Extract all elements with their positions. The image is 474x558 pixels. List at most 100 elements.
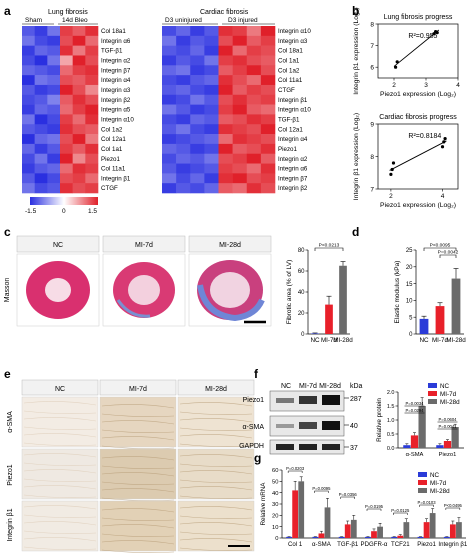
heatmap-cardiac-cell	[260, 104, 276, 115]
panel-label-g: g	[254, 451, 261, 465]
heatmap-lung-cell	[85, 94, 99, 105]
heatmap-cardiac-cell	[232, 65, 248, 76]
ihc-tissue-fiber	[179, 531, 253, 535]
heatmap-lung-cell	[34, 26, 48, 37]
ihc-header-mi7	[99, 379, 177, 396]
heatmap-cardiac-cell	[246, 163, 262, 174]
legend-label: MI-7d	[440, 391, 457, 398]
ihc-tissue-fiber	[23, 442, 97, 446]
scatter-x-axis-label: Piezo1 expression (Log₂)	[380, 91, 456, 98]
heatmap-lung-cell	[60, 26, 73, 37]
ihc-tissue-fiber	[179, 515, 253, 519]
legend-swatch	[418, 480, 427, 485]
heart-lumen-nc	[45, 278, 71, 302]
wb-kda-37: 37	[350, 445, 358, 452]
ihc-tissue-fiber	[23, 478, 97, 482]
bar-y-tick-label: 1.0	[387, 418, 395, 424]
heart-lumen-mi7	[128, 275, 160, 305]
heatmap-lung-cell	[47, 26, 61, 37]
bar	[423, 522, 430, 538]
heatmap-lung-cell	[85, 143, 99, 155]
heatmap-lung-cell	[72, 183, 86, 194]
heatmap-lung-cell	[34, 143, 48, 155]
heatmap-legend-tick-mid: 0	[62, 208, 66, 215]
ihc-tissue-fiber	[101, 456, 175, 461]
ihc-tissue-fiber	[23, 546, 97, 550]
ihc-tissue-fiber	[23, 530, 97, 534]
significance-bracket	[445, 507, 461, 510]
heatmap-cardiac-cell	[176, 153, 191, 164]
scatter-point	[395, 60, 399, 64]
heatmap-lung-cell	[34, 84, 48, 96]
heatmap-cardiac-cell	[204, 35, 219, 46]
bar-y-tick-label: 40	[298, 290, 305, 296]
heatmap-lung: Lung fibrosis Sham 14d Bleo Col 18a1 Inte…	[22, 9, 134, 194]
heatmap-cardiac-cell	[176, 163, 191, 174]
wb-row-asma: α-SMA	[242, 424, 264, 431]
heatmap-lung-cell	[60, 183, 73, 194]
bar-y-tick-label: 0.0	[387, 446, 395, 452]
bar-y-tick-label: 60	[298, 269, 305, 275]
heatmap-lung-cell	[34, 55, 48, 66]
heatmap-lung-cell	[22, 153, 35, 164]
scatter-y-axis-label: Integrin β1 expression (Log₂)	[353, 113, 360, 200]
heatmap-cardiac-cell	[204, 114, 219, 125]
heatmap-cardiac-cell	[190, 75, 205, 86]
ihc-tissue-fiber	[179, 479, 253, 483]
heatmap-lung-cell	[34, 75, 48, 86]
scatter-point	[443, 137, 447, 141]
scatter-point	[389, 172, 393, 176]
heatmap-cardiac-cell	[218, 45, 233, 56]
heatmap-lung-cell	[72, 94, 86, 105]
wb-band-piezo1-mi7	[299, 396, 317, 404]
heatmap-lung-cell	[72, 134, 86, 145]
significance-label: P=0.0041	[438, 424, 457, 429]
heatmap-cardiac-cell	[218, 173, 233, 184]
heatmap-lung-gene-label: Integrin β7	[101, 67, 131, 74]
significance-label: P<0.0095	[430, 243, 451, 249]
heatmap-cardiac-cell	[204, 65, 219, 76]
bar-category-label: MI-28d	[446, 337, 466, 344]
scatter-point	[435, 31, 439, 35]
bar-category-label: Integrin β1	[438, 541, 468, 548]
scatter-y-tick-label: 8	[370, 21, 374, 28]
ihc-tissue-fiber	[179, 418, 253, 423]
wb-band-piezo1-nc	[276, 398, 294, 403]
heatmap-cardiac-cell	[260, 163, 276, 174]
legend-swatch	[428, 391, 437, 396]
heatmap-lung-cell	[34, 153, 48, 164]
heatmap-lung-cell	[85, 45, 99, 56]
heatmap-lung-cell	[22, 55, 35, 66]
ihc-tissue-fiber	[179, 495, 253, 499]
heatmap-lung-cell	[34, 183, 48, 194]
heatmap-cardiac-cell	[246, 183, 262, 194]
heatmap-cardiac-gene-label: Col 1a1	[278, 58, 300, 65]
heatmap-cardiac-cell	[176, 55, 191, 66]
bar-y-tick-label: 0	[301, 332, 305, 338]
heatmap-lung-cell	[47, 163, 61, 174]
heatmap-cardiac-gene-label: Integrin α2	[278, 156, 308, 163]
wb-label-mi7: MI-7d	[299, 383, 317, 390]
heatmap-cardiac-group-1: D3 uninjured	[165, 17, 202, 24]
significance-bracket	[340, 496, 355, 499]
scatter-fit-line	[389, 140, 447, 171]
heatmap-lung-cell	[47, 55, 61, 66]
ihc-tissue-fiber	[101, 420, 175, 425]
significance-label: P=0.0604	[438, 417, 457, 422]
ihc-tissue-fiber	[101, 524, 175, 529]
ihc-tissue-fiber	[23, 514, 97, 518]
heatmap-lung-cell	[22, 35, 35, 46]
heatmap-cardiac-gene-label: Integrin α6	[278, 166, 308, 173]
heatmap-cardiac-cell	[218, 55, 233, 66]
bar-category-label: TGF-β1	[337, 541, 359, 548]
wb-kda-287: 287	[350, 396, 362, 403]
heatmap-legend-bar	[30, 197, 98, 205]
heatmap-cardiac-cell	[162, 94, 177, 105]
bar-y-axis-label: Fibrotic area (% of LV)	[286, 260, 293, 325]
significance-bracket	[393, 512, 408, 515]
heatmap-cardiac-cell	[232, 35, 248, 46]
heatmap-lung-cell	[34, 134, 48, 145]
heatmap-cardiac-cell	[162, 45, 177, 56]
ihc-tile	[177, 396, 255, 448]
